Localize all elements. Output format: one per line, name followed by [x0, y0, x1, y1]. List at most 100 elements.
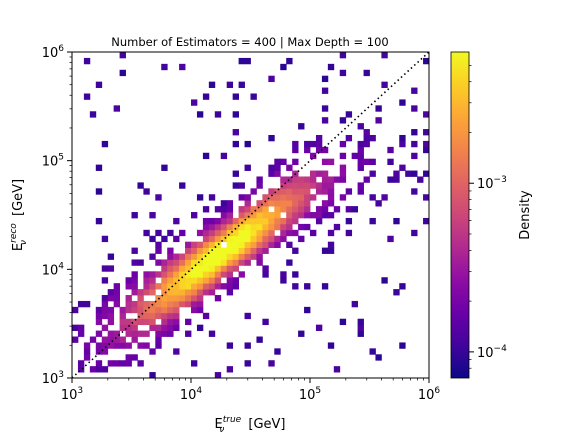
- heatmap-cell: [143, 300, 150, 308]
- heatmap-cell: [131, 259, 138, 266]
- heatmap-cell: [250, 229, 257, 237]
- heatmap-cell: [155, 247, 162, 254]
- heatmap-cell: [244, 140, 251, 148]
- heatmap-cell: [268, 188, 275, 195]
- heatmap-cell: [196, 229, 204, 237]
- heatmap-cell: [226, 212, 234, 219]
- heatmap-cell: [423, 194, 429, 201]
- heatmap-cell: [226, 247, 234, 254]
- heatmap-cell: [304, 206, 311, 213]
- heatmap-cell: [131, 277, 138, 284]
- heatmap-cell: [250, 206, 257, 213]
- heatmap-cell: [256, 182, 263, 189]
- heatmap-cell: [113, 300, 120, 308]
- heatmap-cell: [399, 342, 406, 349]
- heatmap-cell: [95, 330, 103, 337]
- heatmap-cell: [149, 212, 156, 219]
- heatmap-cell: [143, 342, 150, 349]
- heatmap-cell: [83, 342, 91, 349]
- heatmap-cell: [232, 229, 239, 237]
- heatmap-cell: [173, 259, 180, 266]
- heatmap-cell: [173, 306, 180, 314]
- heatmap-cell: [256, 247, 263, 254]
- heatmap-cell: [226, 81, 234, 88]
- heatmap-cell: [208, 235, 216, 243]
- heatmap-cell: [244, 164, 251, 171]
- heatmap-cell: [315, 212, 323, 219]
- heatmap-cell: [107, 318, 115, 326]
- heatmap-cell: [292, 206, 299, 213]
- heatmap-cell: [298, 194, 305, 201]
- heatmap-cell: [196, 277, 204, 284]
- heatmap-cell: [327, 158, 335, 166]
- heatmap-cell: [101, 366, 109, 373]
- heatmap-cell: [310, 194, 317, 201]
- heatmap-cell: [167, 289, 174, 296]
- heatmap-cell: [107, 289, 115, 296]
- heatmap-cell: [339, 69, 347, 77]
- colorbar-tick-label: 10−3: [477, 175, 507, 192]
- heatmap-cell: [327, 247, 335, 254]
- heatmap-cell: [256, 176, 263, 183]
- heatmap-cell: [321, 75, 329, 83]
- heatmap-cell: [351, 300, 358, 308]
- heatmap-cell: [399, 99, 406, 106]
- heatmap-cell: [357, 140, 364, 148]
- heatmap-cell: [226, 235, 234, 243]
- heatmap-cell: [232, 283, 239, 290]
- heatmap-cell: [155, 324, 162, 331]
- heatmap-cell: [262, 206, 269, 213]
- heatmap-cell: [107, 360, 115, 367]
- heatmap-cell: [280, 158, 287, 166]
- heatmap-cell: [310, 152, 317, 160]
- heatmap-cell: [268, 241, 275, 248]
- heatmap-cell: [315, 217, 323, 225]
- heatmap-cell: [363, 129, 370, 136]
- heatmap-cell: [238, 194, 245, 201]
- heatmap-cell: [143, 318, 150, 326]
- heatmap-cell: [274, 170, 281, 177]
- heatmap-cell: [220, 223, 228, 231]
- heatmap-cell: [393, 170, 400, 177]
- heatmap-cell: [357, 152, 364, 160]
- heatmap-cell: [149, 253, 156, 260]
- heatmap-cell: [280, 229, 287, 237]
- heatmap-cell: [95, 164, 103, 171]
- heatmap-cell: [274, 223, 281, 231]
- heatmap-cell: [113, 289, 120, 296]
- heatmap-cell: [292, 247, 299, 254]
- heatmap-cell: [423, 170, 429, 177]
- heatmap-cell: [226, 366, 234, 373]
- heatmap-cell: [202, 235, 210, 243]
- heatmap-cell: [101, 235, 109, 243]
- heatmap-cell: [423, 217, 429, 225]
- heatmap-cell: [238, 57, 245, 65]
- heatmap-cell: [179, 295, 186, 302]
- x-tick-label: 103: [61, 386, 83, 403]
- heatmap-cell: [161, 306, 168, 314]
- heatmap-cell: [191, 212, 198, 219]
- heatmap-cell: [327, 188, 335, 195]
- heatmap-cell: [191, 289, 198, 296]
- heatmap-cell: [321, 212, 329, 219]
- heatmap-cell: [202, 206, 210, 213]
- heatmap-cell: [202, 312, 210, 320]
- heatmap-cell: [149, 372, 156, 378]
- heatmap-cell: [280, 223, 287, 231]
- heatmap-cell: [167, 277, 174, 284]
- heatmap-cell: [149, 348, 156, 355]
- colorbar-label: Density: [518, 190, 533, 240]
- heatmap-cell: [161, 235, 168, 243]
- heatmap-cell: [310, 140, 317, 148]
- heatmap-cell: [286, 229, 293, 237]
- heatmap-cell: [208, 229, 216, 237]
- heatmap-cell: [256, 229, 263, 237]
- heatmap-cell: [119, 360, 126, 367]
- heatmap-cell: [244, 200, 251, 207]
- heatmap-cell: [173, 235, 180, 243]
- heatmap-cell: [143, 277, 150, 284]
- heatmap-cell: [310, 170, 317, 177]
- heatmap-cell: [369, 134, 376, 142]
- heatmap-cell: [274, 348, 281, 355]
- heatmap-cell: [214, 259, 222, 266]
